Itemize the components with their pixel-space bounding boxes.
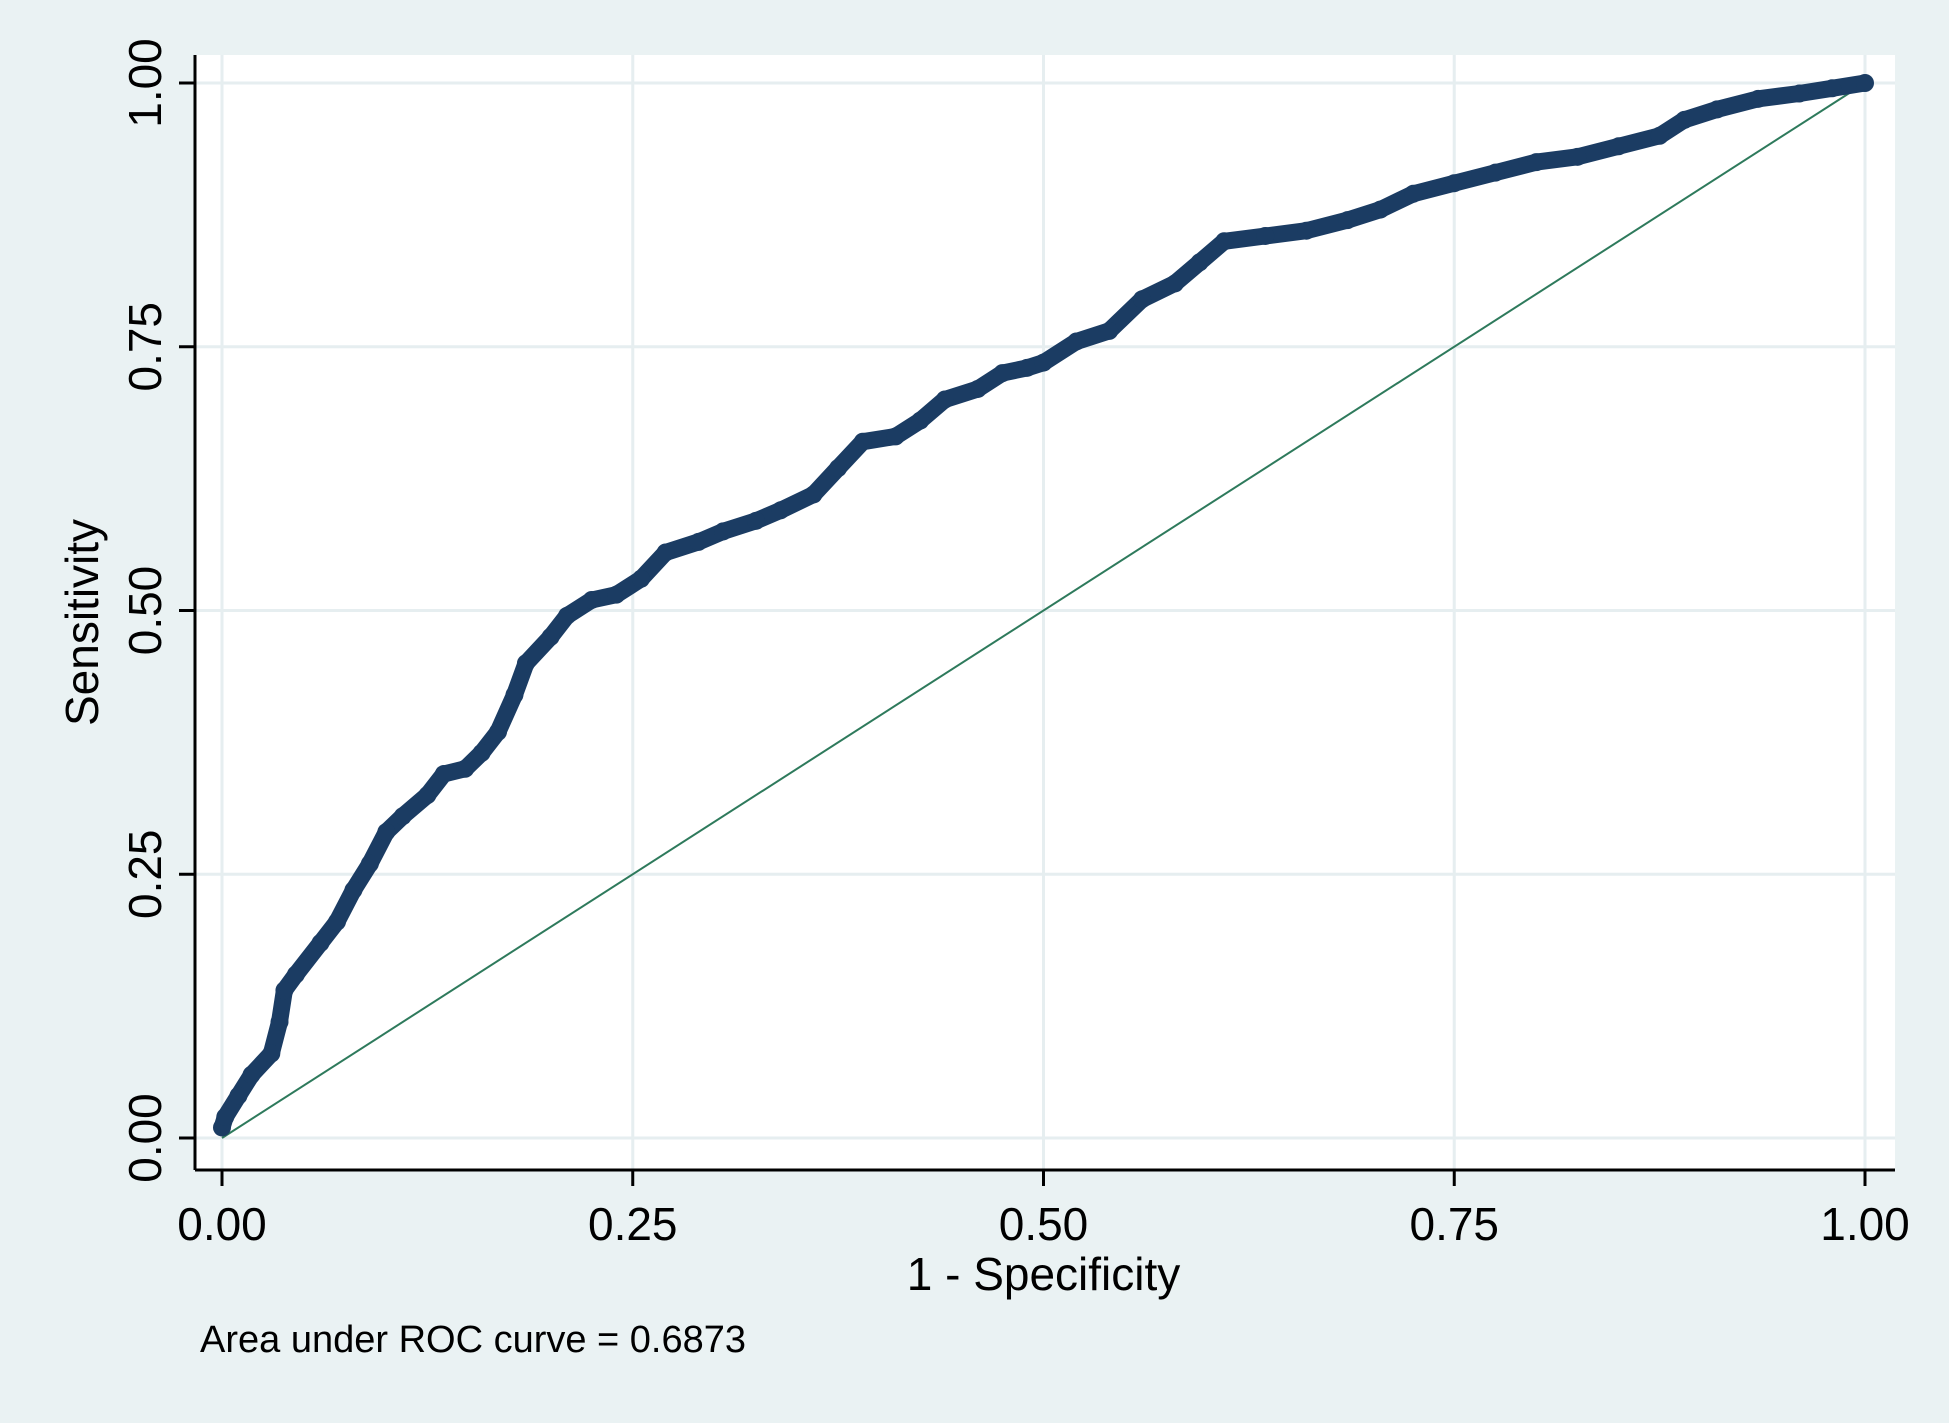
roc-point-40 [1034, 353, 1053, 372]
roc-point-6 [275, 981, 294, 1000]
roc-point-19 [505, 685, 524, 704]
roc-point-48 [1297, 221, 1316, 240]
roc-point-47 [1256, 226, 1275, 245]
roc-point-52 [1445, 174, 1464, 193]
roc-point-2 [229, 1086, 248, 1105]
y-tick-label-3: 0.75 [119, 302, 171, 392]
roc-point-54 [1527, 153, 1546, 172]
x-tick-label-1: 0.25 [588, 1198, 678, 1250]
roc-point-3 [242, 1065, 261, 1084]
roc-point-55 [1568, 147, 1587, 166]
reference-line [221, 82, 1866, 1139]
roc-point-11 [360, 854, 379, 873]
roc-point-15 [434, 765, 453, 784]
roc-point-42 [1100, 321, 1119, 340]
roc-point-13 [393, 807, 412, 826]
roc-point-29 [746, 511, 765, 530]
auc-note: Area under ROC curve = 0.6873 [200, 1319, 746, 1361]
roc-point-26 [656, 543, 675, 562]
roc-point-60 [1749, 89, 1768, 108]
roc-point-45 [1190, 253, 1209, 272]
roc-point-59 [1708, 100, 1727, 119]
roc-point-58 [1675, 110, 1694, 129]
roc-point-37 [968, 379, 987, 398]
roc-point-41 [1067, 332, 1086, 351]
roc-point-57 [1650, 126, 1669, 145]
y-tick-label-2: 0.50 [119, 566, 171, 656]
roc-point-4 [262, 1044, 281, 1063]
roc-point-33 [853, 432, 872, 451]
reference-line-layer [221, 82, 1866, 1139]
roc-point-34 [886, 427, 905, 446]
roc-point-7 [286, 965, 305, 984]
roc-point-21 [541, 627, 560, 646]
roc-point-14 [418, 786, 437, 805]
roc-point-17 [472, 743, 491, 762]
x-tick-label-2: 0.50 [999, 1198, 1089, 1250]
roc-point-27 [689, 532, 708, 551]
roc-point-63 [1856, 74, 1874, 92]
roc-point-16 [456, 759, 475, 778]
roc-point-8 [311, 933, 330, 952]
roc-point-44 [1165, 274, 1184, 293]
y-tick-label-0: 0.00 [119, 1093, 171, 1183]
x-tick-label-4: 1.00 [1820, 1198, 1910, 1250]
roc-point-23 [582, 590, 601, 609]
roc-point-38 [993, 364, 1012, 383]
roc-point-20 [516, 654, 535, 673]
roc-point-1 [216, 1107, 235, 1126]
roc-point-10 [344, 881, 363, 900]
roc-point-22 [558, 606, 577, 625]
roc-point-51 [1404, 184, 1423, 203]
roc-point-32 [829, 459, 848, 478]
x-axis-title: 1 - Specificity [907, 1248, 1181, 1300]
roc-point-9 [328, 912, 347, 931]
roc-point-18 [489, 722, 508, 741]
x-tick-label-3: 0.75 [1409, 1198, 1499, 1250]
roc-point-56 [1609, 137, 1628, 156]
roc-point-28 [714, 522, 733, 541]
roc-point-12 [377, 823, 396, 842]
roc-point-62 [1823, 79, 1842, 98]
roc-point-30 [771, 501, 790, 520]
roc-point-25 [631, 569, 650, 588]
roc-point-35 [911, 411, 930, 430]
roc-curve-line [213, 74, 1874, 1136]
roc-point-43 [1133, 290, 1152, 309]
y-axis-title: Sensitivity [56, 519, 108, 726]
x-tick-label-0: 0.00 [177, 1198, 267, 1250]
roc-point-39 [1018, 358, 1037, 377]
roc-point-50 [1371, 200, 1390, 219]
roc-point-36 [935, 390, 954, 409]
roc-point-24 [607, 585, 626, 604]
roc-point-53 [1486, 163, 1505, 182]
roc-point-61 [1790, 84, 1809, 103]
y-tick-label-1: 0.25 [119, 829, 171, 919]
roc-point-49 [1338, 211, 1357, 230]
tick-labels: 0.00 0.25 0.50 0.75 1.00 0.00 0.25 0.50 0.75 1.00 [119, 38, 1910, 1250]
roc-curve-layer [213, 74, 1874, 1137]
roc-point-31 [804, 485, 823, 504]
roc-point-5 [270, 1012, 289, 1031]
roc-point-46 [1215, 232, 1234, 251]
y-tick-label-4: 1.00 [119, 38, 171, 128]
